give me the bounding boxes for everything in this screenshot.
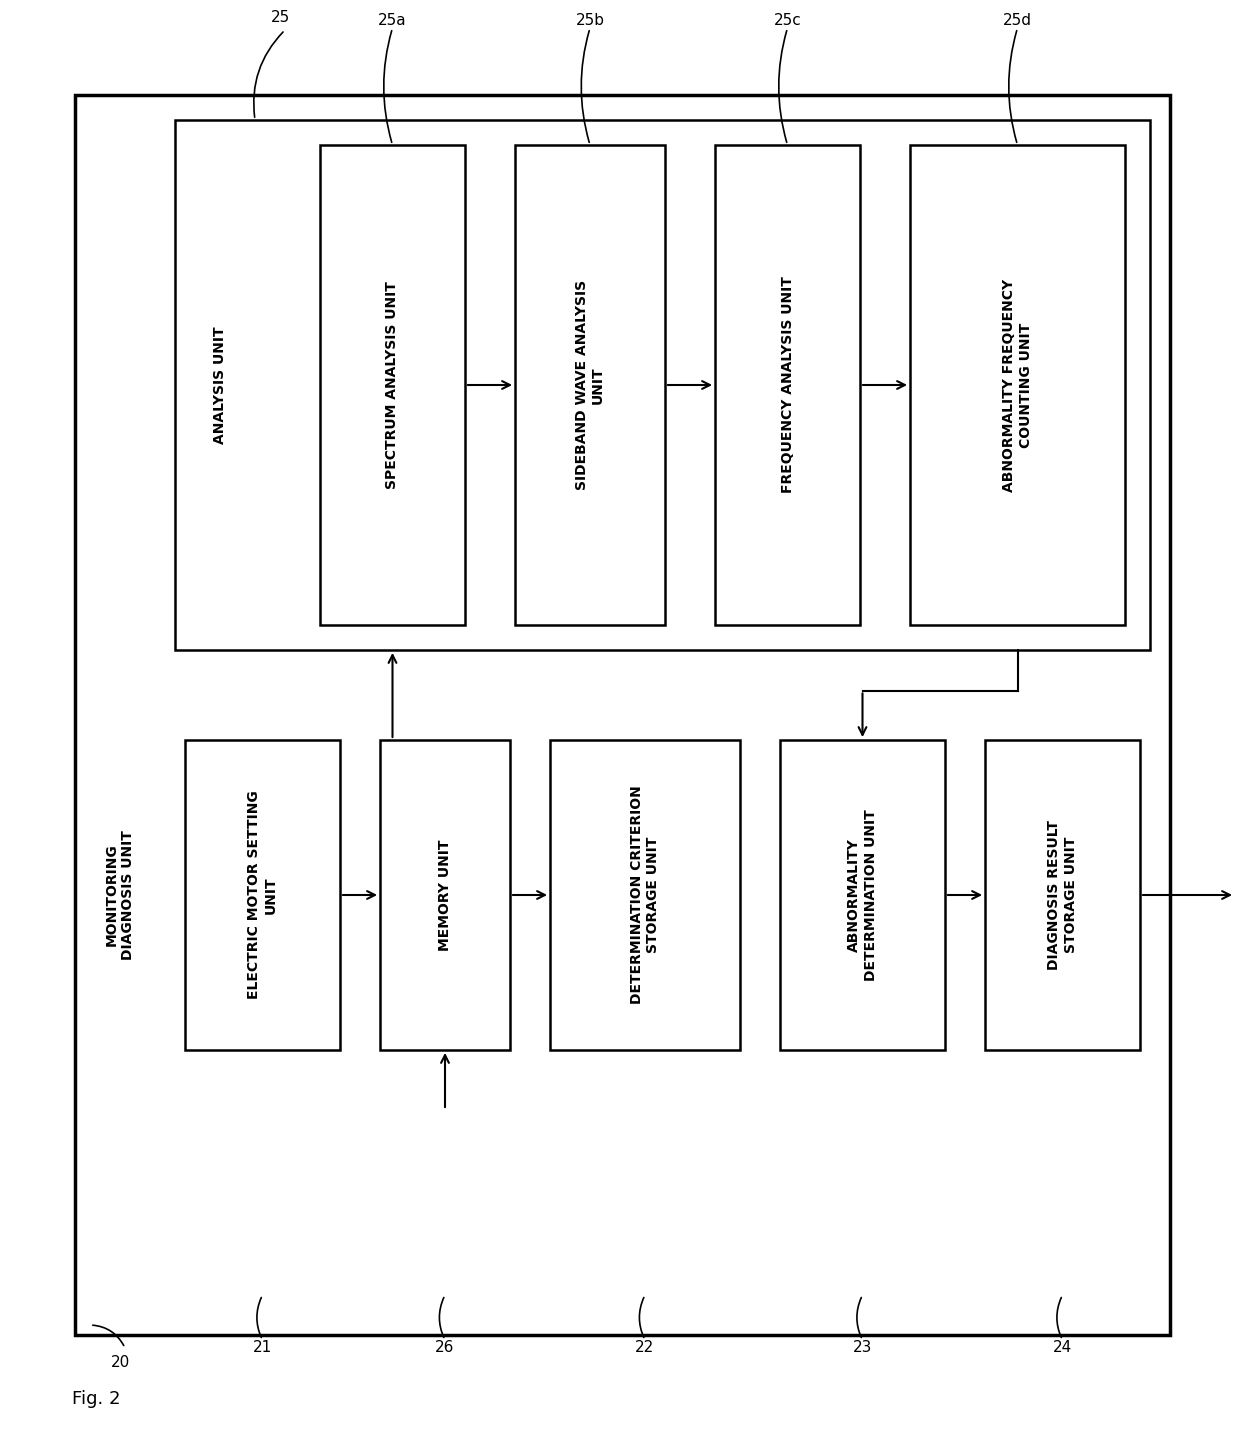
Text: ELECTRIC MOTOR SETTING
UNIT: ELECTRIC MOTOR SETTING UNIT	[248, 791, 278, 999]
Text: 23: 23	[853, 1341, 872, 1355]
Bar	[910, 145, 1125, 625]
Text: Fig. 2: Fig. 2	[72, 1390, 120, 1408]
Text: SPECTRUM ANALYSIS UNIT: SPECTRUM ANALYSIS UNIT	[386, 281, 399, 490]
Bar	[74, 95, 1171, 1335]
Text: 21: 21	[253, 1341, 272, 1355]
Text: MEMORY UNIT: MEMORY UNIT	[438, 840, 453, 950]
Text: 25a: 25a	[378, 13, 407, 27]
Text: 25: 25	[270, 10, 290, 24]
Bar	[551, 740, 740, 1050]
Text: MONITORING
DIAGNOSIS UNIT: MONITORING DIAGNOSIS UNIT	[105, 829, 135, 960]
Text: 26: 26	[435, 1341, 455, 1355]
Text: DIAGNOSIS RESULT
STORAGE UNIT: DIAGNOSIS RESULT STORAGE UNIT	[1048, 819, 1078, 971]
Bar	[185, 740, 340, 1050]
Text: FREQUENCY ANALYSIS UNIT: FREQUENCY ANALYSIS UNIT	[780, 276, 795, 494]
Bar	[379, 740, 510, 1050]
Text: ANALYSIS UNIT: ANALYSIS UNIT	[213, 327, 227, 444]
Text: SIDEBAND WAVE ANALYSIS
UNIT: SIDEBAND WAVE ANALYSIS UNIT	[575, 279, 605, 490]
Bar	[320, 145, 465, 625]
Bar	[715, 145, 861, 625]
Text: DETERMINATION CRITERION
STORAGE UNIT: DETERMINATION CRITERION STORAGE UNIT	[630, 786, 660, 1004]
Bar	[175, 120, 1149, 649]
Text: 25c: 25c	[774, 13, 801, 27]
Bar	[780, 740, 945, 1050]
Text: ABNORMALITY FREQUENCY
COUNTING UNIT: ABNORMALITY FREQUENCY COUNTING UNIT	[1002, 278, 1033, 491]
Text: 25d: 25d	[1003, 13, 1032, 27]
Bar	[985, 740, 1140, 1050]
Text: 20: 20	[110, 1355, 130, 1369]
Text: 25b: 25b	[575, 13, 605, 27]
Text: ABNORMALITY
DETERMINATION UNIT: ABNORMALITY DETERMINATION UNIT	[847, 809, 878, 981]
Text: 24: 24	[1053, 1341, 1073, 1355]
Text: 22: 22	[635, 1341, 655, 1355]
Bar	[515, 145, 665, 625]
